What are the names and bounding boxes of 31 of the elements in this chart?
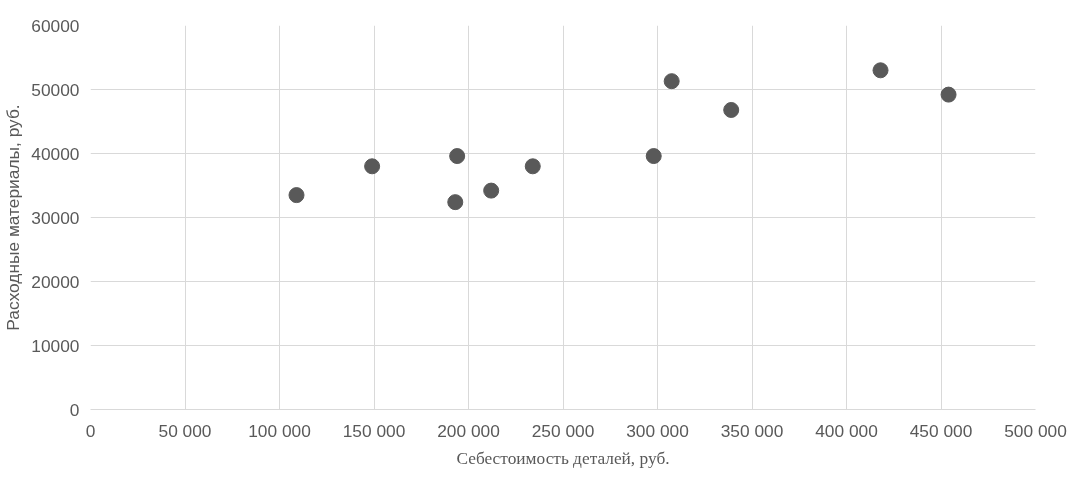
point <box>364 158 381 175</box>
y-axis-title: Расходные материалы, руб. <box>3 104 24 331</box>
point <box>645 148 662 165</box>
point <box>872 62 889 79</box>
point <box>449 148 466 165</box>
x-tick-label: 200 000 <box>437 420 500 441</box>
y-tick-label: 60000 <box>31 15 80 36</box>
point <box>447 194 464 211</box>
x-tick-label: 150 000 <box>342 420 406 441</box>
point <box>723 101 740 118</box>
x-tick-label: 100 000 <box>248 420 311 441</box>
y-tick-label: 20000 <box>31 271 80 292</box>
y-tick-label: 50000 <box>31 79 80 100</box>
y-tick-label: 30000 <box>31 207 80 228</box>
point <box>940 86 957 103</box>
x-tick-label: 50 000 <box>158 420 212 441</box>
point <box>524 158 541 175</box>
point <box>663 73 680 90</box>
x-tick-label: 450 000 <box>909 420 973 441</box>
y-tick-label: 40000 <box>31 143 80 164</box>
y-tick-label: 10000 <box>31 335 80 356</box>
x-tick-label: 0 <box>85 420 96 441</box>
x-tick-label: 350 000 <box>720 420 784 441</box>
x-tick-label: 300 000 <box>626 420 689 441</box>
point <box>288 187 305 204</box>
x-tick-label: 250 000 <box>531 420 595 441</box>
x-axis-title: Себестоимость деталей, руб. <box>456 448 670 468</box>
point <box>483 182 500 199</box>
y-tick-label: 0 <box>69 399 80 420</box>
x-tick-label: 500 000 <box>1004 420 1067 441</box>
x-tick-label: 400 000 <box>815 420 878 441</box>
